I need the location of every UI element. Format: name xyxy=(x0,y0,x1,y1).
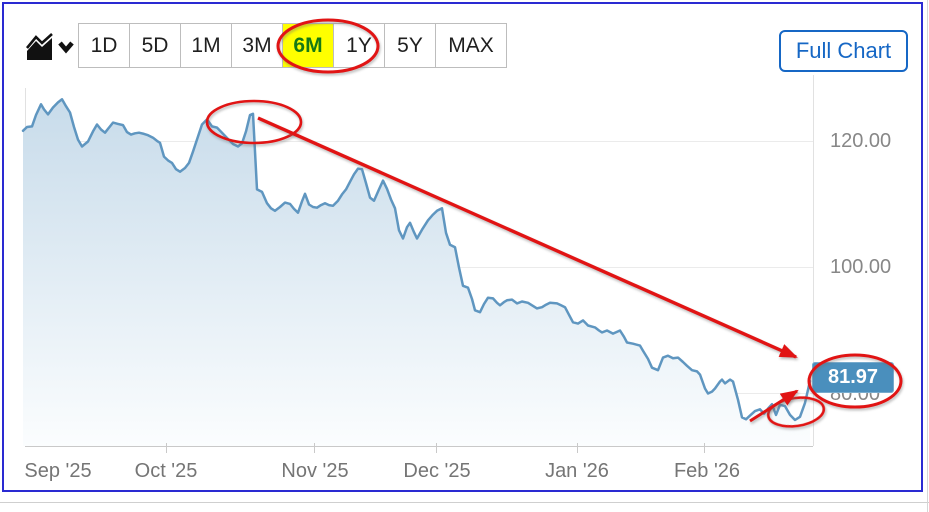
price-area-fill xyxy=(23,99,810,447)
x-tick-oct: Oct '25 xyxy=(134,460,198,482)
x-tick-nov: Nov '25 xyxy=(281,460,349,482)
y-tick-120: 120.00 xyxy=(830,130,892,152)
full-chart-button[interactable]: Full Chart xyxy=(779,30,908,72)
window-edge-bottom xyxy=(0,502,929,503)
x-axis xyxy=(25,443,813,453)
range-1d-button[interactable]: 1D xyxy=(78,23,130,68)
last-price-badge: 81.97 xyxy=(812,362,894,393)
window-edge-right xyxy=(927,0,928,512)
area-chart-icon xyxy=(25,33,74,60)
range-5y-button[interactable]: 5Y xyxy=(384,23,436,68)
x-tick-sep: Sep '25 xyxy=(24,460,92,482)
chart-type-selector[interactable] xyxy=(24,33,78,63)
range-max-button[interactable]: MAX xyxy=(435,23,507,68)
range-1m-button[interactable]: 1M xyxy=(180,23,232,68)
x-tick-feb: Feb '26 xyxy=(673,460,741,482)
chevron-down-icon xyxy=(58,41,74,54)
x-tick-dec: Dec '25 xyxy=(403,460,471,482)
x-tick-jan: Jan '26 xyxy=(545,460,609,482)
y-tick-100: 100.00 xyxy=(830,256,892,278)
